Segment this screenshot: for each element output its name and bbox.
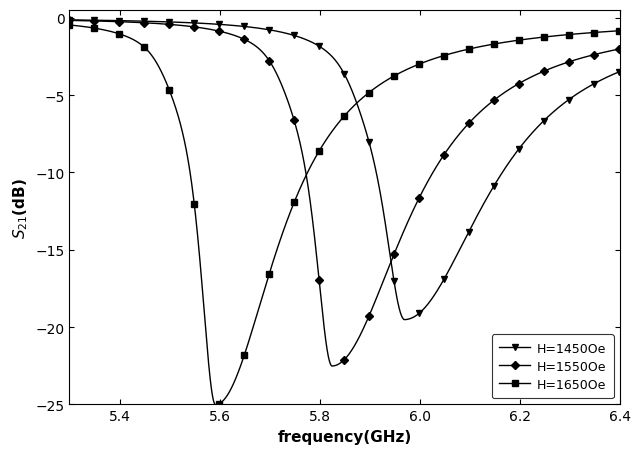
H=1650Oe	[546, 35, 554, 40]
H=1450Oe	[546, 113, 554, 118]
H=1550Oe	[605, 49, 613, 55]
Line: H=1650Oe: H=1650Oe	[67, 23, 623, 408]
Line: H=1450Oe: H=1450Oe	[66, 17, 623, 324]
H=1650Oe	[65, 23, 73, 29]
H=1550Oe	[546, 67, 554, 72]
H=1450Oe	[401, 317, 408, 323]
H=1450Oe	[300, 37, 308, 43]
H=1550Oe	[328, 364, 336, 369]
H=1550Oe	[65, 19, 73, 24]
H=1550Oe	[277, 81, 284, 86]
H=1550Oe	[616, 47, 624, 52]
Legend: H=1450Oe, H=1550Oe, H=1650Oe: H=1450Oe, H=1550Oe, H=1650Oe	[492, 334, 614, 398]
H=1650Oe	[212, 402, 220, 408]
H=1650Oe	[277, 236, 284, 242]
X-axis label: frequency(GHz): frequency(GHz)	[277, 429, 412, 444]
H=1650Oe	[161, 77, 169, 83]
H=1450Oe	[65, 18, 73, 24]
H=1550Oe	[128, 20, 136, 26]
H=1450Oe	[128, 19, 136, 25]
H=1450Oe	[616, 70, 624, 75]
H=1650Oe	[128, 37, 136, 43]
H=1650Oe	[300, 177, 308, 182]
H=1550Oe	[300, 162, 308, 168]
H=1650Oe	[605, 30, 613, 35]
H=1450Oe	[277, 30, 284, 35]
Line: H=1550Oe: H=1550Oe	[67, 19, 623, 369]
H=1650Oe	[616, 29, 624, 35]
H=1450Oe	[161, 20, 169, 25]
H=1550Oe	[161, 22, 169, 28]
Y-axis label: $S_{21}$(dB): $S_{21}$(dB)	[11, 177, 30, 238]
H=1450Oe	[605, 74, 613, 80]
